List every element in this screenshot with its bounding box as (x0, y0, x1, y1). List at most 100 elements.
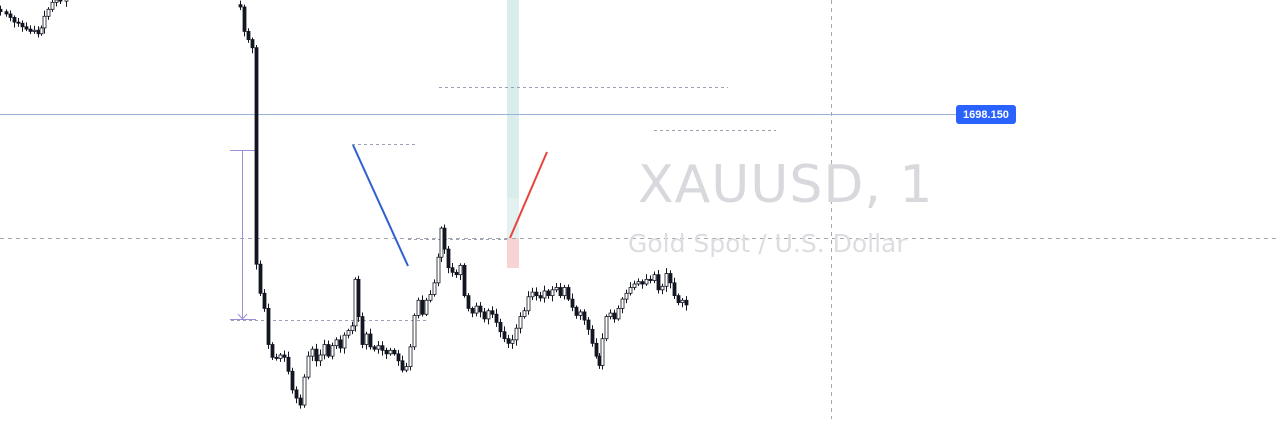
candle-body[interactable] (616, 308, 621, 320)
candle-body[interactable] (266, 308, 271, 345)
current-price-badge[interactable]: 1698.150 (956, 105, 1016, 124)
candle-body[interactable] (446, 248, 451, 269)
candle-body[interactable] (672, 282, 677, 297)
candle-body[interactable] (542, 290, 547, 299)
candle-body[interactable] (246, 31, 251, 40)
candle-body[interactable] (58, 0, 63, 2)
price-range-tool[interactable] (230, 150, 256, 320)
candle-body[interactable] (458, 264, 463, 276)
candle-body[interactable] (416, 299, 421, 316)
candle-body[interactable] (318, 354, 323, 362)
candle-body[interactable] (474, 305, 479, 314)
candle-body[interactable] (408, 346, 413, 368)
candle-body[interactable] (310, 348, 315, 357)
candle-body[interactable] (620, 298, 625, 309)
candle-body[interactable] (684, 299, 689, 306)
entry-zone[interactable] (507, 198, 519, 238)
candle-body[interactable] (356, 278, 361, 317)
candle-body[interactable] (462, 264, 467, 297)
candle-body[interactable] (4, 11, 9, 15)
candle-body[interactable] (466, 295, 471, 309)
candle-body[interactable] (522, 310, 527, 317)
candle-body[interactable] (54, 0, 59, 3)
candle-body[interactable] (518, 316, 523, 329)
candle-body[interactable] (302, 376, 307, 406)
candle-body[interactable] (254, 47, 259, 265)
candle-body[interactable] (0, 8, 3, 13)
candle-body[interactable] (432, 282, 437, 295)
candle-body[interactable] (360, 316, 365, 345)
blue-trend-line[interactable] (352, 144, 409, 267)
candle-body[interactable] (342, 334, 347, 349)
candle-body[interactable] (330, 345, 335, 357)
candle-body[interactable] (600, 338, 605, 366)
candle-body[interactable] (648, 278, 653, 281)
candle-body[interactable] (384, 349, 389, 355)
candle-body[interactable] (436, 256, 441, 284)
candle-body[interactable] (514, 327, 519, 341)
candle-body[interactable] (274, 356, 279, 359)
candle-body[interactable] (454, 271, 459, 276)
candle-body[interactable] (350, 325, 355, 331)
candle-body[interactable] (282, 354, 287, 358)
candle-body[interactable] (46, 8, 51, 17)
candle-body[interactable] (353, 278, 358, 327)
candle-body[interactable] (562, 287, 567, 297)
candle-body[interactable] (668, 273, 673, 284)
candle-body[interactable] (652, 274, 657, 281)
candle-body[interactable] (554, 287, 559, 291)
candle-body[interactable] (636, 281, 641, 285)
candle-body[interactable] (470, 308, 475, 314)
candle-body[interactable] (624, 292, 629, 300)
candle-body[interactable] (608, 312, 613, 317)
candle-body[interactable] (450, 267, 455, 273)
candle-body[interactable] (664, 273, 669, 287)
candle-body[interactable] (578, 311, 583, 316)
candle-body[interactable] (494, 313, 499, 323)
candle-body[interactable] (298, 397, 303, 406)
candle-body[interactable] (644, 278, 649, 285)
candle-body[interactable] (346, 330, 351, 336)
candle-body[interactable] (526, 296, 531, 312)
candle-body[interactable] (660, 285, 665, 291)
candle-body[interactable] (278, 354, 283, 359)
candle-body[interactable] (270, 344, 275, 358)
candle-body[interactable] (28, 28, 33, 32)
candle-body[interactable] (597, 355, 602, 366)
candle-body[interactable] (20, 22, 25, 28)
candle-body[interactable] (594, 342, 599, 357)
stop-zone[interactable] (507, 238, 519, 268)
candle-body[interactable] (400, 360, 405, 371)
target-zone[interactable] (507, 0, 519, 198)
candle-body[interactable] (570, 298, 575, 308)
candle-body[interactable] (42, 15, 47, 29)
candle-body[interactable] (8, 13, 13, 18)
candle-body[interactable] (306, 355, 311, 378)
candle-body[interactable] (404, 366, 409, 371)
candle-body[interactable] (676, 295, 681, 304)
candle-body[interactable] (368, 333, 373, 348)
candle-body[interactable] (424, 299, 429, 315)
candle-body[interactable] (498, 321, 503, 333)
candle-body[interactable] (39, 27, 44, 35)
candle-body[interactable] (412, 315, 417, 348)
candle-body[interactable] (534, 291, 539, 297)
candle-body[interactable] (586, 319, 591, 330)
candle-body[interactable] (550, 289, 555, 297)
candle-body[interactable] (388, 349, 393, 355)
candle-body[interactable] (380, 345, 385, 351)
candle-body[interactable] (262, 292, 267, 309)
candle-body[interactable] (506, 338, 511, 344)
candle-body[interactable] (16, 21, 21, 24)
candle-body[interactable] (258, 263, 263, 294)
candle-body[interactable] (238, 4, 243, 8)
candle-body[interactable] (640, 281, 645, 285)
candle-body[interactable] (632, 283, 637, 288)
candle-body[interactable] (326, 344, 331, 357)
candle-body[interactable] (612, 312, 617, 320)
candle-body[interactable] (334, 339, 339, 347)
candle-body[interactable] (250, 39, 255, 49)
candle-body[interactable] (502, 331, 507, 340)
